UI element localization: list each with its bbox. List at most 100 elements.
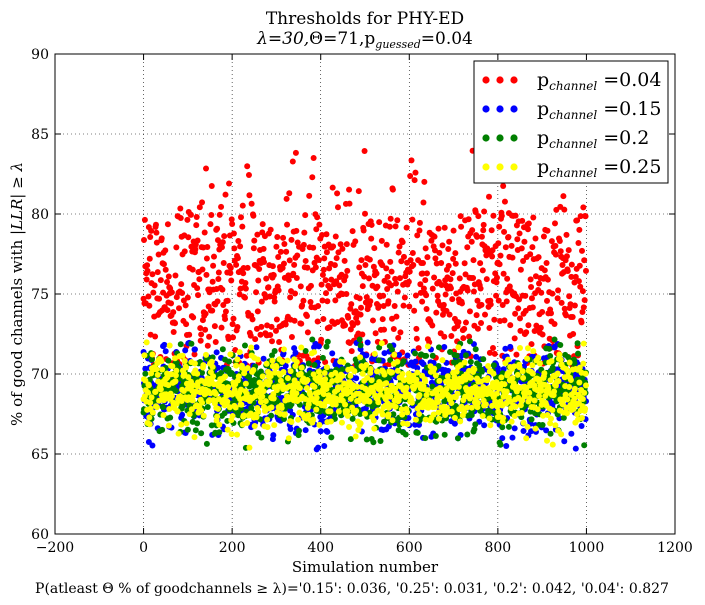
data-point <box>248 344 255 351</box>
data-point <box>218 324 225 331</box>
data-point <box>449 270 456 277</box>
data-point <box>385 411 392 418</box>
data-point <box>445 367 452 374</box>
data-point <box>148 356 155 363</box>
data-point <box>178 421 185 428</box>
data-point <box>309 174 316 181</box>
data-point <box>252 393 259 400</box>
data-point <box>244 264 251 271</box>
data-point <box>387 393 394 400</box>
data-point <box>269 338 275 345</box>
data-point <box>173 244 180 251</box>
data-point <box>509 375 516 382</box>
data-point <box>153 404 160 411</box>
data-point <box>389 346 396 353</box>
data-point <box>140 295 147 302</box>
data-point <box>570 405 577 412</box>
data-point <box>556 351 563 358</box>
data-point <box>267 332 274 339</box>
data-point <box>269 357 276 364</box>
data-point <box>551 336 558 343</box>
data-point <box>381 371 388 378</box>
data-point <box>191 351 198 358</box>
data-point <box>568 273 575 280</box>
data-point <box>144 267 151 274</box>
data-point <box>364 339 371 346</box>
data-point <box>194 420 201 427</box>
data-point <box>396 243 403 250</box>
data-point <box>424 343 431 350</box>
data-point <box>141 237 148 244</box>
data-point <box>543 259 550 266</box>
data-point <box>327 408 334 415</box>
data-point <box>528 428 535 435</box>
data-point <box>347 305 354 312</box>
data-point <box>473 353 480 360</box>
data-point <box>222 308 229 315</box>
data-point <box>499 301 506 308</box>
data-point <box>556 238 563 245</box>
data-point <box>412 169 419 176</box>
legend-marker <box>482 134 490 142</box>
data-point <box>481 208 488 215</box>
data-point <box>359 283 366 290</box>
data-point <box>520 374 527 381</box>
data-point <box>216 421 223 428</box>
data-point <box>429 383 436 390</box>
data-point <box>199 199 206 206</box>
data-point <box>453 368 460 375</box>
data-point <box>277 248 284 255</box>
data-point <box>255 430 262 437</box>
data-point <box>337 241 344 248</box>
data-point <box>198 430 205 437</box>
data-point <box>160 412 167 419</box>
data-point <box>172 387 179 394</box>
data-point <box>524 423 531 430</box>
data-point <box>474 325 481 332</box>
data-point <box>298 364 305 371</box>
data-point <box>367 298 374 305</box>
data-point <box>479 412 486 419</box>
data-point <box>342 401 349 408</box>
data-point <box>335 249 342 256</box>
data-point <box>547 420 554 427</box>
data-point <box>458 223 465 230</box>
data-point <box>366 256 373 263</box>
data-point <box>179 290 186 297</box>
data-point <box>503 443 510 450</box>
data-point <box>303 312 310 319</box>
data-point <box>306 192 313 199</box>
data-point <box>193 214 200 221</box>
data-point <box>483 276 490 283</box>
data-point <box>272 327 279 334</box>
data-point <box>369 317 376 324</box>
data-point <box>464 287 471 294</box>
data-point <box>522 292 529 299</box>
data-point <box>405 278 412 285</box>
data-point <box>452 250 459 257</box>
data-point <box>218 244 225 251</box>
data-point <box>574 217 581 224</box>
data-point <box>375 357 382 364</box>
data-point <box>285 435 292 442</box>
data-point <box>340 359 347 366</box>
data-point <box>224 398 231 405</box>
data-point <box>515 305 522 312</box>
data-point <box>464 404 471 411</box>
data-point <box>362 262 369 269</box>
data-point <box>519 217 526 224</box>
data-point <box>357 342 364 349</box>
data-point <box>376 219 383 226</box>
data-point <box>467 394 474 401</box>
data-point <box>517 266 524 273</box>
data-point <box>206 333 213 340</box>
data-point <box>320 391 327 398</box>
data-point <box>375 303 382 310</box>
data-point <box>394 358 401 365</box>
data-point <box>527 251 534 258</box>
data-point <box>413 376 420 383</box>
data-point <box>281 241 288 248</box>
data-point <box>294 252 301 259</box>
series-4 <box>140 339 589 451</box>
data-point <box>517 402 524 409</box>
